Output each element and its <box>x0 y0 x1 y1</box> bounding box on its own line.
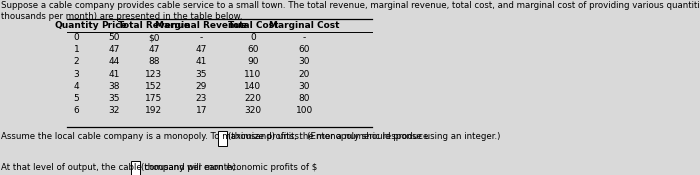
Text: 29: 29 <box>196 82 207 91</box>
Text: 140: 140 <box>244 82 262 91</box>
Text: Total Revenue: Total Revenue <box>118 21 190 30</box>
Text: 47: 47 <box>196 45 207 54</box>
Text: 0: 0 <box>74 33 80 42</box>
Text: 41: 41 <box>196 57 207 66</box>
Text: 88: 88 <box>148 57 160 66</box>
Text: Marginal Revenue: Marginal Revenue <box>155 21 248 30</box>
Text: Total Cost: Total Cost <box>228 21 278 30</box>
Text: 320: 320 <box>244 106 262 115</box>
Text: 100: 100 <box>296 106 313 115</box>
Text: 30: 30 <box>299 82 310 91</box>
Text: 175: 175 <box>146 94 162 103</box>
Text: 123: 123 <box>146 70 162 79</box>
Text: 1: 1 <box>74 45 80 54</box>
Text: (thousand per month).: (thousand per month). <box>141 163 238 172</box>
Text: Price: Price <box>102 21 127 30</box>
Text: 80: 80 <box>299 94 310 103</box>
FancyBboxPatch shape <box>218 131 227 146</box>
Text: 220: 220 <box>244 94 261 103</box>
Text: 30: 30 <box>299 57 310 66</box>
Text: 2: 2 <box>74 57 80 66</box>
Text: 20: 20 <box>299 70 310 79</box>
Text: 38: 38 <box>108 82 120 91</box>
Text: -: - <box>303 33 306 42</box>
Text: 60: 60 <box>247 45 259 54</box>
Text: 152: 152 <box>146 82 162 91</box>
Text: 32: 32 <box>108 106 120 115</box>
Text: Assume the local cable company is a monopoly. To maximize profits, the monopoly : Assume the local cable company is a mono… <box>1 132 429 141</box>
FancyBboxPatch shape <box>131 161 139 175</box>
Text: 6: 6 <box>74 106 80 115</box>
Text: 3: 3 <box>74 70 80 79</box>
Text: 110: 110 <box>244 70 262 79</box>
Text: Suppose a cable company provides cable service to a small town. The total revenu: Suppose a cable company provides cable s… <box>1 1 700 21</box>
Text: 4: 4 <box>74 82 80 91</box>
Text: 90: 90 <box>247 57 259 66</box>
Text: 47: 47 <box>148 45 160 54</box>
Text: Marginal Cost: Marginal Cost <box>270 21 340 30</box>
Text: Quantity: Quantity <box>55 21 99 30</box>
Text: 0: 0 <box>250 33 255 42</box>
Text: 35: 35 <box>196 70 207 79</box>
Text: 50: 50 <box>108 33 120 42</box>
Text: 192: 192 <box>146 106 162 115</box>
Text: 41: 41 <box>108 70 120 79</box>
Text: 17: 17 <box>196 106 207 115</box>
Text: 60: 60 <box>299 45 310 54</box>
Text: 47: 47 <box>108 45 120 54</box>
Text: At that level of output, the cable company will earn economic profits of $: At that level of output, the cable compa… <box>1 163 318 172</box>
Text: 35: 35 <box>108 94 120 103</box>
Text: $0: $0 <box>148 33 160 42</box>
Text: (thousand) units.  (Enter a numeric response using an integer.): (thousand) units. (Enter a numeric respo… <box>228 132 500 141</box>
Text: 23: 23 <box>196 94 207 103</box>
Text: 5: 5 <box>74 94 80 103</box>
Text: 44: 44 <box>108 57 120 66</box>
Text: -: - <box>199 33 203 42</box>
